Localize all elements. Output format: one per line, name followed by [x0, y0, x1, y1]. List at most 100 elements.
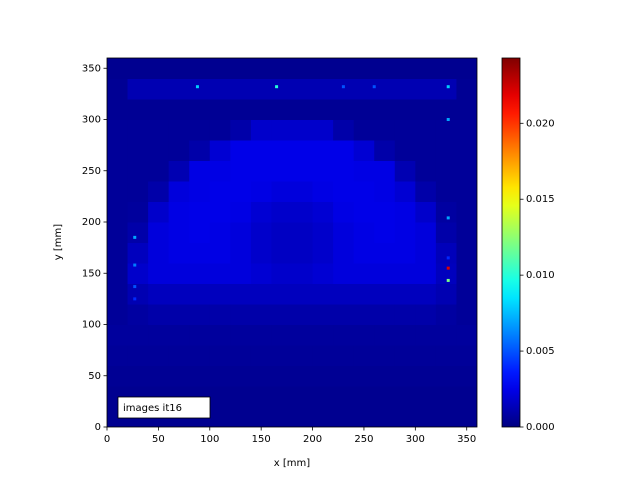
heat-cell: [292, 160, 314, 182]
axes-frame: [106, 57, 478, 428]
heat-cell: [415, 283, 437, 305]
heat-cell: [127, 78, 149, 100]
heat-cell: [107, 78, 129, 100]
heat-cell: [107, 222, 129, 243]
heat-cell: [374, 304, 396, 325]
heat-cell: [292, 222, 314, 243]
heat-cell: [435, 160, 457, 182]
heat-cell: [456, 181, 477, 202]
heat-cell: [107, 242, 129, 264]
heat-cell: [292, 406, 314, 427]
heat-cell: [107, 160, 129, 182]
heat-cell: [271, 78, 293, 100]
heat-cell: [312, 78, 334, 100]
heat-cell: [435, 365, 457, 387]
heat-cell: [148, 99, 170, 120]
heat-cell: [415, 324, 437, 346]
heat-cell: [394, 242, 416, 264]
heat-cell: [230, 263, 252, 284]
heat-cell: [107, 304, 129, 325]
heat-cell: [292, 181, 314, 202]
heat-cell: [168, 58, 190, 79]
heat-cell: [189, 99, 211, 120]
heat-cell: [415, 201, 437, 223]
heat-cell: [333, 304, 355, 325]
y-tick-label: 150: [82, 268, 101, 279]
heat-cell: [168, 140, 190, 161]
heat-cell: [250, 99, 272, 120]
heat-cell: [456, 406, 477, 427]
heat-cell: [148, 140, 170, 161]
heat-cell: [333, 365, 355, 387]
heat-cell: [312, 263, 334, 284]
heat-cell: [435, 99, 457, 120]
heat-cell: [148, 119, 170, 141]
heat-cell: [435, 242, 457, 264]
heat-cell: [374, 181, 396, 202]
heat-cell: [415, 242, 437, 264]
heat-cell: [230, 283, 252, 305]
hot-pixel: [372, 85, 376, 89]
y-tick-label: 300: [82, 115, 101, 126]
heat-cell: [271, 242, 293, 264]
heat-cell: [456, 263, 477, 284]
heat-cell: [394, 222, 416, 243]
heat-cell: [435, 78, 457, 100]
heat-cell: [168, 345, 190, 366]
hot-pixel: [195, 85, 199, 89]
heat-cell: [374, 140, 396, 161]
heat-cell: [271, 222, 293, 243]
heat-cell: [189, 119, 211, 141]
heat-cell: [312, 99, 334, 120]
heat-cell: [250, 406, 272, 427]
heat-cell: [353, 263, 375, 284]
heat-cell: [353, 386, 375, 407]
heat-cell: [250, 324, 272, 346]
hot-pixel: [133, 263, 137, 267]
heat-cell: [374, 78, 396, 100]
heat-cell: [209, 263, 231, 284]
heat-cell: [230, 99, 252, 120]
heat-cell: [230, 365, 252, 387]
heat-cell: [250, 181, 272, 202]
heat-cell: [250, 386, 272, 407]
heat-cell: [333, 406, 355, 427]
colorbar-tick-label: 0.000: [526, 422, 555, 433]
heat-cell: [353, 304, 375, 325]
heat-cell: [107, 263, 129, 284]
heat-cell: [394, 160, 416, 182]
heat-cell: [209, 99, 231, 120]
heat-cell: [456, 78, 477, 100]
heat-cell: [292, 283, 314, 305]
heat-cell: [435, 181, 457, 202]
heat-cell: [148, 160, 170, 182]
heat-cell: [435, 201, 457, 223]
heat-cell: [415, 99, 437, 120]
heat-cell: [168, 304, 190, 325]
heat-cell: [353, 119, 375, 141]
x-tick-label: 100: [200, 434, 219, 445]
heat-cell: [189, 78, 211, 100]
annotation-box: [117, 396, 211, 419]
heat-cell: [209, 324, 231, 346]
heat-cell: [271, 406, 293, 427]
heat-cell: [148, 78, 170, 100]
heat-cell: [148, 263, 170, 284]
hot-pixel: [133, 235, 137, 239]
heat-cell: [312, 160, 334, 182]
heat-cell: [189, 242, 211, 264]
heat-cell: [394, 324, 416, 346]
heat-cell: [250, 58, 272, 79]
heat-cell: [333, 201, 355, 223]
heat-cell: [271, 304, 293, 325]
heat-cell: [209, 345, 231, 366]
heat-cell: [209, 242, 231, 264]
heat-cell: [333, 78, 355, 100]
heat-cell: [456, 160, 477, 182]
heat-cell: [353, 181, 375, 202]
heat-cell: [456, 99, 477, 120]
heat-cell: [333, 222, 355, 243]
heat-cell: [456, 119, 477, 141]
heat-cell: [189, 181, 211, 202]
heat-cell: [312, 242, 334, 264]
